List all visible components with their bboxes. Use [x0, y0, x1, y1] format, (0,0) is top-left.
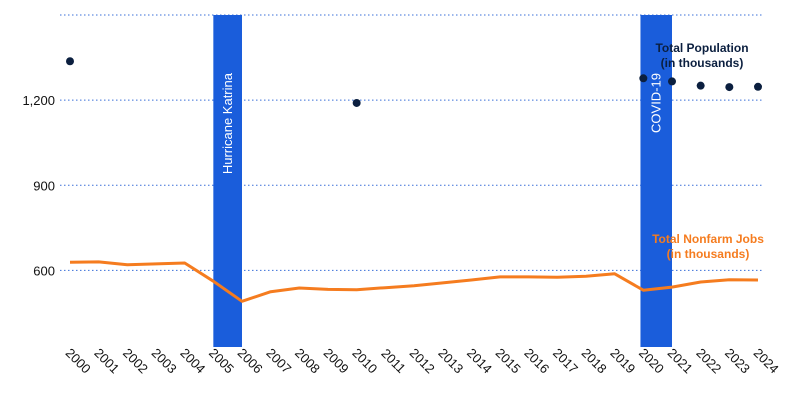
x-tick-label: 2000 [63, 345, 94, 376]
x-tick-label: 2024 [751, 345, 782, 376]
x-tick-label: 2016 [521, 345, 552, 376]
x-tick-label: 2021 [665, 345, 696, 376]
x-tick-label: 2004 [177, 345, 208, 376]
x-tick-label: 2018 [579, 345, 610, 376]
x-tick-label: 2007 [263, 345, 294, 376]
x-tick-label: 2006 [235, 345, 266, 376]
x-tick-label: 2014 [464, 345, 495, 376]
series-label: Total Population [655, 41, 748, 55]
x-tick-label: 2017 [550, 345, 581, 376]
annotation-bands: Hurricane Katrina COVID-19 [213, 15, 672, 347]
jobs-line [69, 260, 759, 303]
x-tick-label: 2019 [607, 345, 638, 376]
y-tick-label: 900 [33, 178, 55, 193]
x-tick-label: 2010 [349, 345, 380, 376]
x-tick-label: 2008 [292, 345, 323, 376]
annotation-label: Hurricane Katrina [220, 72, 235, 174]
x-tick-label: 2002 [120, 345, 151, 376]
annotation-band [640, 15, 672, 347]
x-tick-label: 2022 [693, 345, 724, 376]
population-point [668, 77, 676, 86]
x-tick-label: 2023 [722, 345, 753, 376]
series-label-sub: (in thousands) [667, 247, 750, 261]
y-tick-label: 1,200 [22, 93, 55, 108]
series-labels: Total Population(in thousands)Total Nonf… [652, 41, 764, 261]
y-tick-label: 600 [33, 263, 55, 278]
population-point [352, 98, 361, 107]
series-label: Total Nonfarm Jobs [652, 232, 764, 246]
population-point [66, 57, 74, 66]
x-tick-label: 2012 [407, 345, 438, 376]
x-tick-label: 2013 [435, 345, 466, 376]
x-tick-label: 2009 [321, 345, 352, 376]
x-tick-label: 2005 [206, 345, 237, 376]
series-label-sub: (in thousands) [661, 56, 744, 70]
y-axis-ticks: 600 900 1,200 [22, 93, 55, 278]
x-tick-label: 2015 [493, 345, 524, 376]
series-lines [69, 260, 759, 303]
x-tick-label: 2011 [378, 346, 408, 376]
annotation-label: COVID-19 [649, 73, 664, 133]
population-point [754, 82, 762, 91]
population-point [725, 83, 734, 92]
x-axis-ticks: 2000200120022003200420052006200720082009… [63, 345, 782, 376]
x-tick-label: 2001 [91, 345, 122, 376]
x-tick-label: 2003 [149, 345, 180, 376]
population-point [696, 81, 705, 90]
series-points [66, 57, 762, 107]
population-point [639, 74, 648, 83]
x-tick-label: 2020 [636, 345, 667, 376]
